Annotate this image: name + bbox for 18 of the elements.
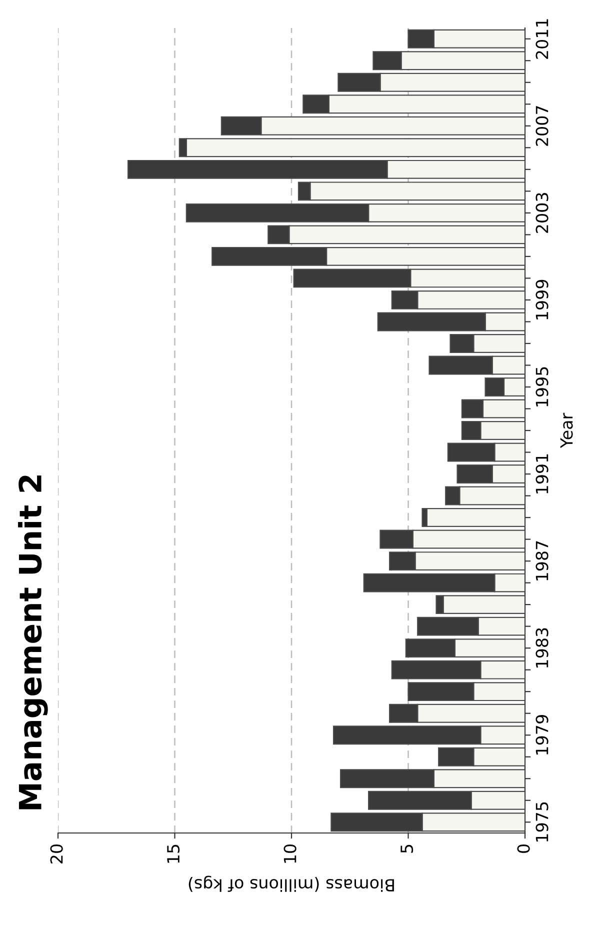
y-tick-label: 1979 [536,715,548,754]
y-tick-label: 2011 [536,19,548,59]
x-tick-label: 0 [517,844,530,853]
y-tick-label: 1999 [536,280,548,320]
y-tick-label: 1987 [536,541,548,580]
x-tick-label: 20 [50,844,63,864]
x-tick-label: 10 [284,844,296,863]
x-tick-label: 15 [167,844,180,863]
y-tick-label: 1995 [536,367,548,406]
y-tick-label: 1975 [536,802,548,842]
y-axis-title: Year [560,412,573,448]
text: Management Unit 2 [18,476,48,810]
y-tick-label: 2007 [536,106,548,146]
y-tick-label: 1991 [536,454,548,494]
x-tick-label: 5 [400,844,414,853]
y-tick-label: 2003 [536,193,548,233]
x-axis-title: Biomass (millions of kgs) [188,876,394,892]
y-tick-label: 1983 [536,628,548,668]
